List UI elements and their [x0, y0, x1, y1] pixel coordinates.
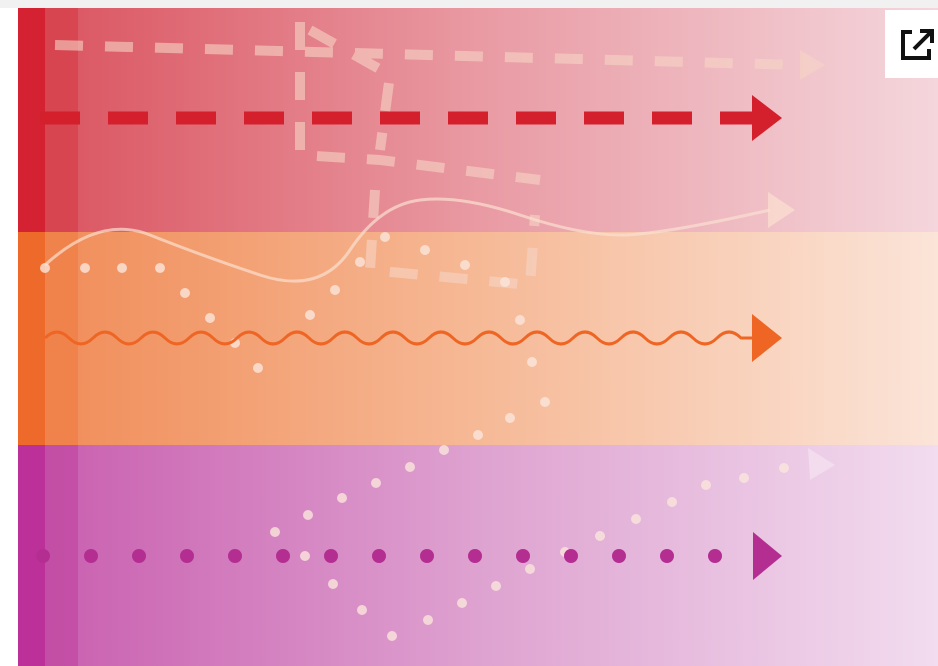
dot	[305, 310, 315, 320]
dot	[667, 497, 677, 507]
stripe	[18, 232, 45, 445]
dot	[631, 514, 641, 524]
dot	[473, 430, 483, 440]
page: (() => { const data = JSON.parse(documen…	[0, 0, 938, 666]
dot	[205, 313, 215, 323]
dot	[40, 263, 50, 273]
dot	[303, 510, 313, 520]
dot	[516, 549, 530, 563]
dot	[420, 245, 430, 255]
dot	[540, 397, 550, 407]
dot	[132, 549, 146, 563]
external-link-button[interactable]	[885, 10, 938, 78]
dot	[505, 413, 515, 423]
dot	[155, 263, 165, 273]
dot	[328, 579, 338, 589]
dot	[739, 473, 749, 483]
dot	[595, 531, 605, 541]
dot	[276, 549, 290, 563]
dot	[468, 549, 482, 563]
stripe	[45, 232, 78, 445]
dot	[371, 478, 381, 488]
dot	[180, 549, 194, 563]
dot	[564, 549, 578, 563]
dot	[515, 315, 525, 325]
dot	[387, 631, 397, 641]
dot	[300, 551, 310, 561]
dot	[84, 549, 98, 563]
dot	[708, 549, 722, 563]
dot	[337, 493, 347, 503]
dot	[380, 232, 390, 242]
dot	[405, 462, 415, 472]
dot	[457, 598, 467, 608]
dot	[525, 564, 535, 574]
top-strip	[0, 0, 938, 8]
dot	[527, 357, 537, 367]
dot	[460, 260, 470, 270]
dot	[270, 527, 280, 537]
dot	[228, 549, 242, 563]
dot	[180, 288, 190, 298]
dot	[500, 277, 510, 287]
dot	[117, 263, 127, 273]
dot	[660, 549, 674, 563]
dot	[701, 480, 711, 490]
dot	[779, 463, 789, 473]
dot	[80, 263, 90, 273]
dot	[357, 605, 367, 615]
dot	[612, 549, 626, 563]
dot	[420, 549, 434, 563]
dot	[36, 549, 50, 563]
dot	[253, 363, 263, 373]
illustration	[0, 0, 938, 666]
dot	[330, 285, 340, 295]
dot	[372, 549, 386, 563]
dot	[439, 445, 449, 455]
purple-dotted-arrow	[36, 549, 722, 563]
dot	[423, 615, 433, 625]
dot	[324, 549, 338, 563]
dot	[491, 581, 501, 591]
dot	[355, 257, 365, 267]
